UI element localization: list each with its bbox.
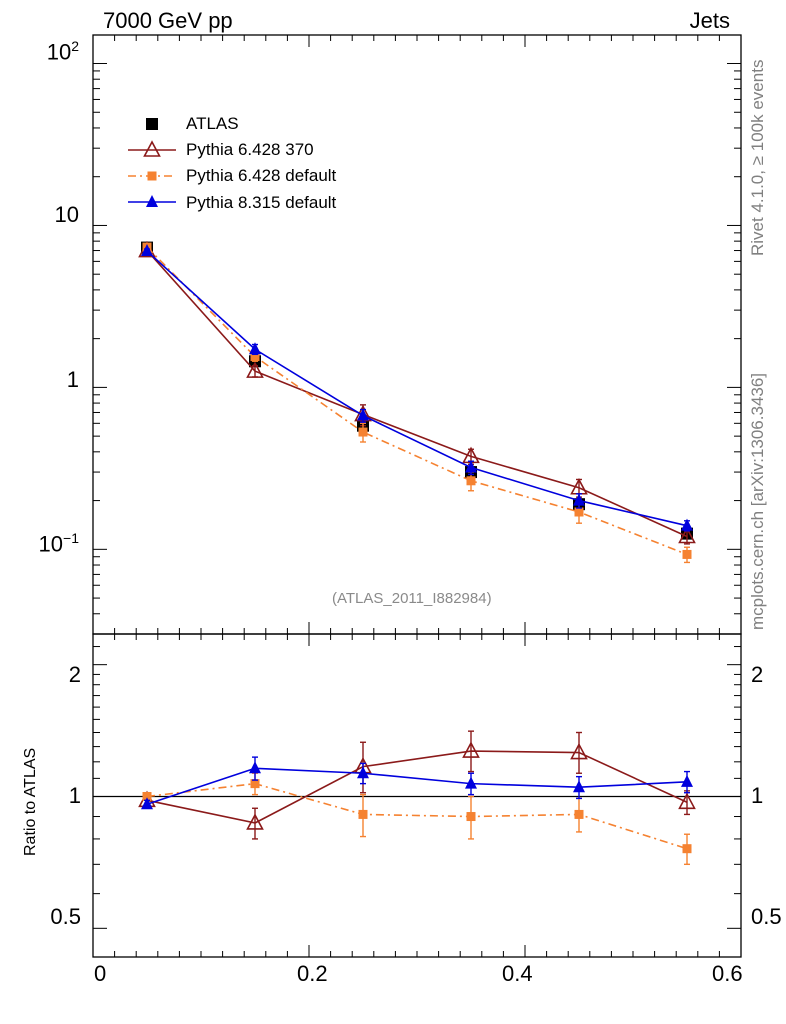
legend-marker-2 xyxy=(147,171,157,181)
legend-label-p6-default: Pythia 6.428 default xyxy=(186,166,337,185)
main-series-3-point xyxy=(249,342,261,355)
ratio-series-2-line xyxy=(146,767,688,806)
rivet-label: Rivet 4.1.0, ≥ 100k events xyxy=(748,59,767,256)
ratio-series-0-point xyxy=(678,792,696,810)
legend-symbols xyxy=(128,118,176,207)
main-series-2-point xyxy=(682,549,692,559)
main-series-3-point xyxy=(141,244,153,257)
ratio-series-1-point xyxy=(466,812,476,822)
legend-marker-0 xyxy=(146,118,158,130)
main-series-1-point xyxy=(678,526,696,544)
main-series-2-point xyxy=(358,427,368,437)
ratio-y-label: Ratio to ATLAS xyxy=(22,747,39,856)
analysis-tag: (ATLAS_2011_I882984) xyxy=(332,590,492,607)
ratio-series-1-point xyxy=(358,809,368,819)
ratio-series-0-point xyxy=(462,741,480,758)
ratio-series-2-point xyxy=(141,797,153,810)
main-series-1-line xyxy=(146,250,688,538)
header-left: 7000 GeV pp xyxy=(103,8,233,33)
ratio-series-2-point xyxy=(465,776,477,789)
ratio-ytick-2-left: 2 xyxy=(68,662,81,687)
legend-marker-3 xyxy=(146,195,158,207)
ratio-series-2 xyxy=(141,756,693,810)
ratio-series-0-point xyxy=(246,813,264,830)
xtick-0p6: 0.6 xyxy=(712,961,743,986)
xtick-0p2: 0.2 xyxy=(297,961,328,986)
main-y-tick-marks xyxy=(93,63,741,635)
main-series-3-point xyxy=(465,460,477,473)
legend-marker-1 xyxy=(143,140,161,157)
main-series-3-line xyxy=(146,250,688,527)
ratio-series-2-point xyxy=(357,766,369,779)
xtick-0p4: 0.4 xyxy=(502,961,533,986)
mcplots-label: mcplots.cern.ch [arXiv:1306.3436] xyxy=(748,372,767,630)
main-series-3-point xyxy=(573,493,585,506)
main-ytick-1: 1 xyxy=(66,367,79,392)
main-series-2-point xyxy=(250,352,260,362)
main-ytick-100: 102 xyxy=(46,38,79,65)
main-series-3-point xyxy=(681,518,693,531)
main-series-1-point xyxy=(246,361,264,378)
main-series-2-point xyxy=(574,507,584,517)
main-series-1 xyxy=(138,240,696,545)
ratio-series-0-line xyxy=(146,750,688,824)
main-series-3-point xyxy=(357,408,369,421)
main-series-2-point xyxy=(466,476,476,486)
ratio-series-2-point xyxy=(681,774,693,787)
ratio-ytick-2-right: 2 xyxy=(751,662,764,687)
legend-label-p8-default: Pythia 8.315 default xyxy=(186,193,337,212)
ratio-ytick-0p5-right: 0.5 xyxy=(751,904,782,929)
ratio-series-1 xyxy=(142,772,692,866)
main-ytick-10: 10 xyxy=(54,202,79,227)
legend-label-atlas: ATLAS xyxy=(186,114,239,133)
ratio-ytick-0p5-left: 0.5 xyxy=(50,904,81,929)
xtick-0: 0 xyxy=(94,961,107,986)
main-series-3 xyxy=(141,244,693,532)
legend-label-p6-370: Pythia 6.428 370 xyxy=(186,140,314,159)
header-right: Jets xyxy=(689,8,730,33)
ratio-ytick-1-right: 1 xyxy=(751,783,764,808)
main-series-2-line xyxy=(146,246,688,556)
ratio-series-2-point xyxy=(573,780,585,793)
main-series-0 xyxy=(141,241,693,540)
ratio-series-1-line xyxy=(146,782,688,850)
ratio-series-1-point xyxy=(250,779,260,789)
main-series-2 xyxy=(142,242,692,564)
ratio-series-1-point xyxy=(574,809,584,819)
ratio-series-1-point xyxy=(142,791,152,801)
x-tick-marks xyxy=(92,35,742,957)
ratio-series-0-point xyxy=(570,742,588,760)
ratio-ytick-1-left: 1 xyxy=(68,783,81,808)
ratio-plot-frame xyxy=(92,633,742,958)
ratio-series-2-point xyxy=(249,761,261,774)
main-ytick-0p1: 10−1 xyxy=(38,530,79,557)
ratio-y-tick-marks xyxy=(93,646,741,929)
ratio-series-1-point xyxy=(682,844,692,854)
